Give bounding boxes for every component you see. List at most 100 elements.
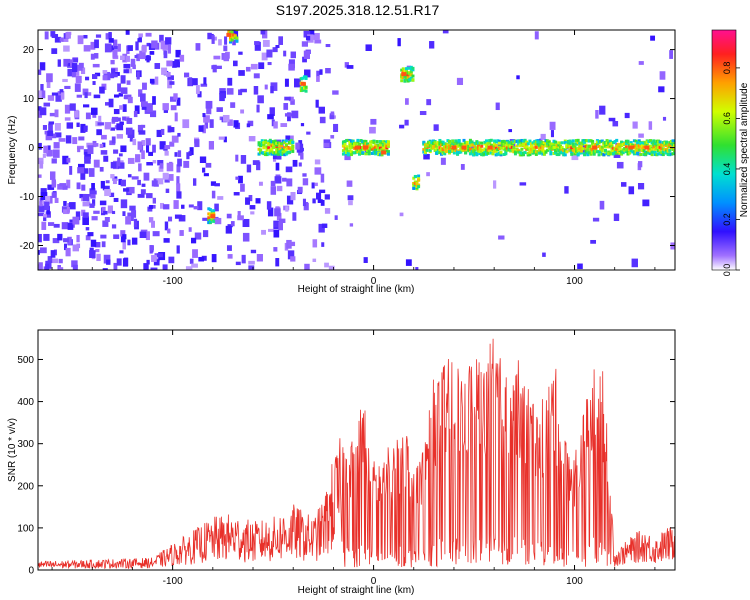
spectrogram-cell bbox=[632, 139, 636, 143]
spectrogram-cell bbox=[348, 200, 353, 206]
spectrogram-cell bbox=[289, 139, 293, 143]
spectrogram-cell bbox=[473, 146, 477, 150]
spectrogram-cell bbox=[176, 183, 181, 192]
spectrogram-cell bbox=[137, 179, 141, 186]
spectrogram-cell bbox=[363, 145, 369, 150]
spectrogram-cell bbox=[222, 114, 230, 122]
spectrogram-cell bbox=[356, 150, 360, 154]
spectrogram-cell bbox=[64, 117, 71, 121]
spectrogram-cell bbox=[113, 149, 119, 154]
spectrogram-cell bbox=[154, 76, 159, 85]
spectrogram-cell bbox=[620, 152, 624, 156]
bottom-xtick-label: 0 bbox=[371, 576, 377, 587]
spectrogram-cell bbox=[43, 215, 47, 221]
spectrogram-cell bbox=[281, 139, 285, 143]
spectrogram-cell bbox=[146, 193, 153, 199]
spectrogram-cell bbox=[278, 142, 282, 146]
spectrogram-cell bbox=[116, 123, 124, 131]
spectrogram-cell bbox=[666, 152, 670, 156]
spectrogram-cell bbox=[589, 147, 593, 151]
spectrogram-cell bbox=[369, 140, 373, 144]
spectrogram-cell bbox=[238, 70, 245, 76]
spectrogram-cell bbox=[51, 258, 59, 264]
spectrogram-cell bbox=[235, 39, 239, 43]
spectrogram-cell bbox=[359, 147, 363, 151]
spectrogram-cell bbox=[401, 70, 405, 74]
spectrogram-cell bbox=[533, 139, 537, 143]
spectrogram-cell bbox=[546, 139, 550, 143]
spectrogram-cell bbox=[345, 151, 349, 155]
spectrogram-cell bbox=[333, 123, 339, 132]
spectrogram-cell bbox=[531, 150, 535, 154]
spectrogram-cell bbox=[140, 93, 146, 102]
spectrogram-cell bbox=[54, 197, 59, 203]
spectrogram-cell bbox=[618, 144, 622, 148]
spectrogram-cell bbox=[621, 151, 625, 155]
spectrogram-cell bbox=[361, 145, 365, 149]
spectrogram-cell bbox=[480, 144, 484, 148]
spectrogram-cell bbox=[283, 145, 287, 149]
spectrogram-cell bbox=[67, 68, 75, 77]
spectrogram-cell bbox=[168, 216, 173, 222]
top-x-axis-label: Height of straight line (km) bbox=[298, 284, 415, 295]
spectrogram-cell bbox=[215, 65, 222, 69]
spectrogram-cell bbox=[136, 71, 140, 80]
spectrogram-cell bbox=[628, 186, 635, 195]
spectrogram-cell bbox=[344, 62, 349, 68]
spectrogram-cell bbox=[525, 147, 529, 151]
spectrogram-cell bbox=[343, 151, 347, 155]
spectrogram-cell bbox=[555, 152, 559, 156]
spectrogram-cell bbox=[346, 153, 350, 157]
spectrogram-cell bbox=[80, 171, 86, 180]
spectrogram-cell bbox=[285, 166, 293, 173]
spectrogram-cell bbox=[52, 149, 60, 158]
spectrogram-cell bbox=[125, 216, 132, 225]
spectrogram-cell bbox=[343, 139, 347, 143]
spectrogram-cell bbox=[610, 141, 614, 145]
spectrogram-cell bbox=[638, 61, 644, 65]
spectrogram-cell bbox=[238, 51, 243, 55]
spectrogram-cell bbox=[138, 163, 142, 172]
spectrogram-cell bbox=[354, 141, 358, 145]
spectrogram-cell bbox=[578, 147, 582, 151]
spectrogram-cell bbox=[618, 147, 622, 151]
spectrogram-cell bbox=[83, 168, 89, 174]
spectrogram-cell bbox=[95, 34, 102, 38]
spectrogram-cell bbox=[533, 149, 537, 153]
spectrogram-cell bbox=[232, 26, 235, 29]
spectrogram-cell bbox=[248, 136, 256, 142]
spectrogram-cell bbox=[302, 178, 309, 186]
spectrogram-cell bbox=[235, 36, 239, 40]
spectrogram-cell bbox=[159, 34, 164, 43]
spectrogram-cell bbox=[534, 152, 538, 156]
spectrogram-cell bbox=[534, 143, 538, 147]
spectrogram-cell bbox=[90, 194, 96, 199]
spectrogram-cell bbox=[554, 151, 558, 155]
spectrogram-cell bbox=[152, 231, 160, 237]
spectrogram-cell bbox=[663, 141, 667, 145]
spectrogram-cell bbox=[562, 153, 566, 157]
spectrogram-cell bbox=[413, 175, 417, 179]
spectrogram-cell bbox=[210, 218, 214, 222]
spectrogram-cell bbox=[214, 217, 222, 225]
spectrogram-cell bbox=[599, 139, 603, 143]
spectrogram-cell bbox=[370, 151, 374, 155]
spectrogram-cell bbox=[563, 139, 567, 143]
spectrogram-cell bbox=[212, 219, 216, 223]
spectrogram-cell bbox=[63, 238, 69, 243]
spectrogram-cell bbox=[502, 139, 506, 143]
spectrogram-cell bbox=[65, 135, 72, 144]
spectrogram-cell bbox=[275, 148, 279, 152]
spectrogram-cell bbox=[206, 108, 212, 115]
spectrogram-cell bbox=[291, 149, 295, 153]
spectrogram-cell bbox=[276, 185, 283, 192]
spectrogram-cell bbox=[179, 54, 185, 62]
spectrogram-cell bbox=[470, 140, 474, 144]
spectrogram-cell bbox=[123, 63, 131, 69]
spectrogram-cell bbox=[301, 86, 305, 90]
spectrogram-cell bbox=[314, 159, 321, 165]
spectrogram-cell bbox=[291, 144, 295, 148]
spectrogram-cell bbox=[227, 254, 233, 259]
spectrogram-cell bbox=[103, 210, 108, 215]
spectrogram-cell bbox=[110, 174, 115, 179]
